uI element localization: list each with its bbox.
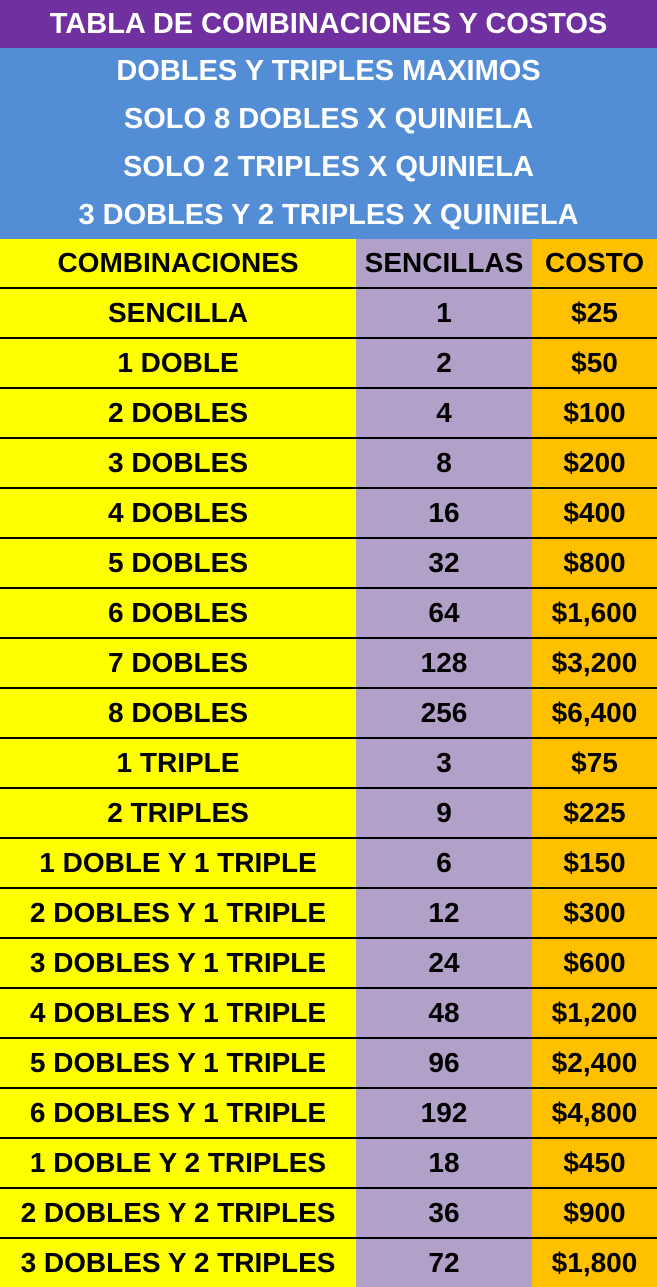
table-row: 5 DOBLES 32 $800	[0, 538, 657, 589]
table-row: 2 DOBLES Y 1 TRIPLE 12 $300	[0, 888, 657, 939]
rule-dobles: SOLO 8 DOBLES X QUINIELA	[123, 103, 534, 136]
costo-cell: $50	[532, 338, 657, 389]
costo-cell: $6,400	[532, 688, 657, 739]
costo-cell: $450	[532, 1138, 657, 1189]
costo-cell: $150	[532, 838, 657, 889]
costo-cell: $4,800	[532, 1088, 657, 1139]
table-row: 2 DOBLES Y 2 TRIPLES 36 $900	[0, 1188, 657, 1239]
rule-triples: SOLO 2 TRIPLES X QUINIELA	[123, 150, 534, 183]
table-row: 1 DOBLE Y 2 TRIPLES 18 $450	[0, 1138, 657, 1189]
sencillas-cell: 64	[356, 588, 532, 639]
costo-cell: $400	[532, 488, 657, 539]
table-row: SENCILLA 1 $25	[0, 288, 657, 339]
sencillas-cell: 128	[356, 638, 532, 689]
costo-cell: $300	[532, 888, 657, 939]
header-row: COMBINACIONES SENCILLAS COSTO	[0, 239, 657, 289]
table-row: 2 DOBLES 4 $100	[0, 388, 657, 439]
costo-cell: $75	[532, 738, 657, 789]
costo-cell: $3,200	[532, 638, 657, 689]
sencillas-cell: 32	[356, 538, 532, 589]
costo-cell: $600	[532, 938, 657, 989]
table-row: 3 DOBLES 8 $200	[0, 438, 657, 489]
sencillas-cell: 24	[356, 938, 532, 989]
combo-cell: 6 DOBLES	[0, 588, 356, 639]
table-row: 8 DOBLES 256 $6,400	[0, 688, 657, 739]
table-row: 5 DOBLES Y 1 TRIPLE 96 $2,400	[0, 1038, 657, 1089]
sencillas-cell: 12	[356, 888, 532, 939]
table-row: 3 DOBLES Y 2 TRIPLES 72 $1,800	[0, 1238, 657, 1287]
combo-cell: 3 DOBLES	[0, 438, 356, 489]
costo-cell: $200	[532, 438, 657, 489]
costo-cell: $900	[532, 1188, 657, 1239]
table-row: 4 DOBLES Y 1 TRIPLE 48 $1,200	[0, 988, 657, 1039]
combo-cell: 1 TRIPLE	[0, 738, 356, 789]
rule-max: DOBLES Y TRIPLES MAXIMOS	[116, 55, 541, 88]
combo-cell: 1 DOBLE	[0, 338, 356, 389]
combo-cell: 2 DOBLES Y 1 TRIPLE	[0, 888, 356, 939]
combo-cell: 1 DOBLE Y 1 TRIPLE	[0, 838, 356, 889]
costo-cell: $800	[532, 538, 657, 589]
combo-cell: 6 DOBLES Y 1 TRIPLE	[0, 1088, 356, 1139]
combo-cell: 4 DOBLES Y 1 TRIPLE	[0, 988, 356, 1039]
sencillas-cell: 96	[356, 1038, 532, 1089]
combo-cell: 7 DOBLES	[0, 638, 356, 689]
table-row: 2 TRIPLES 9 $225	[0, 788, 657, 839]
combo-cell: 5 DOBLES	[0, 538, 356, 589]
table-row: 1 TRIPLE 3 $75	[0, 738, 657, 789]
costo-cell: $1,200	[532, 988, 657, 1039]
table-row: 7 DOBLES 128 $3,200	[0, 638, 657, 689]
sencillas-cell: 6	[356, 838, 532, 889]
table-row: 6 DOBLES 64 $1,600	[0, 588, 657, 639]
rule-combo: 3 DOBLES Y 2 TRIPLES X QUINIELA	[78, 198, 579, 231]
header-combinaciones: COMBINACIONES	[0, 239, 356, 289]
sencillas-cell: 8	[356, 438, 532, 489]
costo-cell: $225	[532, 788, 657, 839]
table-row: 1 DOBLE 2 $50	[0, 338, 657, 389]
sencillas-cell: 72	[356, 1238, 532, 1287]
sencillas-cell: 3	[356, 738, 532, 789]
combo-cell: 2 TRIPLES	[0, 788, 356, 839]
sencillas-cell: 256	[356, 688, 532, 739]
sencillas-cell: 18	[356, 1138, 532, 1189]
costo-cell: $1,800	[532, 1238, 657, 1287]
combo-cell: 3 DOBLES Y 2 TRIPLES	[0, 1238, 356, 1287]
combo-cell: 1 DOBLE Y 2 TRIPLES	[0, 1138, 356, 1189]
table-row: 3 DOBLES Y 1 TRIPLE 24 $600	[0, 938, 657, 989]
combo-cell: 2 DOBLES Y 2 TRIPLES	[0, 1188, 356, 1239]
table-row: 6 DOBLES Y 1 TRIPLE 192 $4,800	[0, 1088, 657, 1139]
sencillas-cell: 9	[356, 788, 532, 839]
sencillas-cell: 36	[356, 1188, 532, 1239]
sencillas-cell: 4	[356, 388, 532, 439]
sencillas-cell: 48	[356, 988, 532, 1039]
header-sencillas: SENCILLAS	[356, 239, 532, 289]
header-costo: COSTO	[532, 239, 657, 289]
sencillas-cell: 1	[356, 288, 532, 339]
costo-cell: $100	[532, 388, 657, 439]
combo-cell: 2 DOBLES	[0, 388, 356, 439]
sencillas-cell: 2	[356, 338, 532, 389]
combo-cell: 5 DOBLES Y 1 TRIPLE	[0, 1038, 356, 1089]
combo-cell: 8 DOBLES	[0, 688, 356, 739]
costo-cell: $25	[532, 288, 657, 339]
costo-cell: $1,600	[532, 588, 657, 639]
sencillas-cell: 16	[356, 488, 532, 539]
sencillas-cell: 192	[356, 1088, 532, 1139]
table-title: TABLA DE COMBINACIONES Y COSTOS	[0, 0, 657, 48]
rules-banner: DOBLES Y TRIPLES MAXIMOS SOLO 8 DOBLES X…	[0, 48, 657, 239]
combinations-table: COMBINACIONES SENCILLAS COSTO SENCILLA 1 $…	[0, 239, 657, 1287]
combo-cell: 3 DOBLES Y 1 TRIPLE	[0, 938, 356, 989]
table-row: 4 DOBLES 16 $400	[0, 488, 657, 539]
combo-cell: SENCILLA	[0, 288, 356, 339]
table-row: 1 DOBLE Y 1 TRIPLE 6 $150	[0, 838, 657, 889]
costo-cell: $2,400	[532, 1038, 657, 1089]
combo-cell: 4 DOBLES	[0, 488, 356, 539]
